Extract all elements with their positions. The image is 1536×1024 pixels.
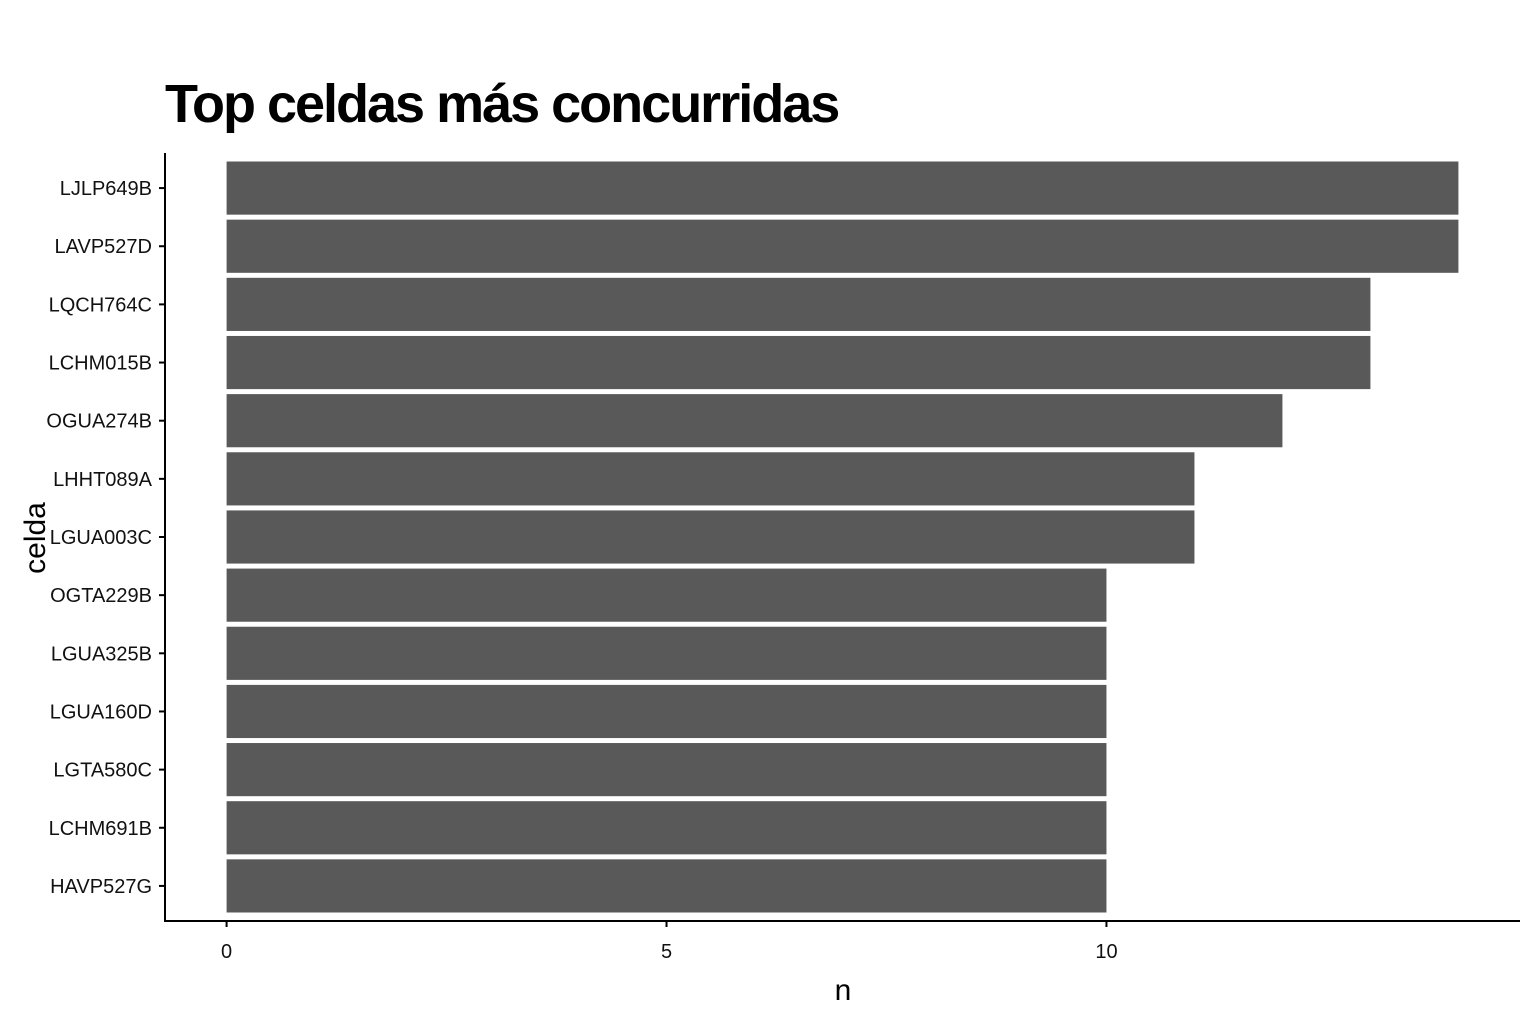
y-tick-label: LAVP527D [55,236,152,258]
y-tick-label: LGUA160D [50,701,152,723]
y-tick-label: LGTA580C [53,760,152,782]
y-tick-label: LCHM015B [49,353,152,375]
x-axis: 0 5 10 [164,920,1520,963]
y-axis: LJLP649B LAVP527D LQCH764C LCHM015B OGUA274B… [46,153,166,922]
bar-lchm691b [226,801,1107,855]
y-tick-label: HAVP527G [50,876,152,898]
y-tick-label: LHHT089A [53,469,153,491]
bar-lgua325b [226,626,1107,680]
y-tick-label: OGTA229B [50,585,152,607]
bar-ogta229b [226,568,1107,622]
y-tick-label: LGUA325B [51,643,152,665]
bar-lavp527d [226,219,1459,273]
y-tick-label: LJLP649B [60,178,152,200]
bar-lgta580c [226,743,1107,797]
bars-group [226,161,1459,913]
y-tick-label: LGUA003C [50,527,152,549]
y-axis-title: celda [19,502,52,574]
y-tick-label: LCHM691B [49,818,152,840]
bar-lqch764c [226,277,1371,331]
chart-title: Top celdas más concurridas [165,74,838,134]
bar-lhht089a [226,452,1195,506]
x-tick-label: 5 [661,941,672,963]
bar-ljlp649b [226,161,1459,215]
bar-ogua274b [226,394,1283,448]
x-tick-label: 0 [221,941,232,963]
bar-lgua160d [226,684,1107,739]
bar-lchm015b [226,335,1371,390]
y-tick-label: OGUA274B [46,411,152,433]
x-axis-title: n [835,974,852,1007]
bar-lgua003c [226,510,1195,564]
y-tick-label: LQCH764C [49,294,152,316]
x-tick-label: 10 [1095,941,1117,963]
bar-havp527g [226,859,1107,913]
